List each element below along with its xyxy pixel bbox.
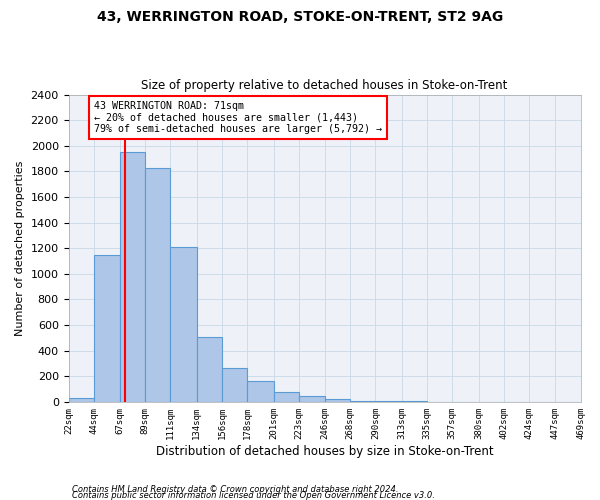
Title: Size of property relative to detached houses in Stoke-on-Trent: Size of property relative to detached ho… xyxy=(142,79,508,92)
Bar xyxy=(145,168,170,402)
Text: 43, WERRINGTON ROAD, STOKE-ON-TRENT, ST2 9AG: 43, WERRINGTON ROAD, STOKE-ON-TRENT, ST2… xyxy=(97,10,503,24)
Text: Contains public sector information licensed under the Open Government Licence v3: Contains public sector information licen… xyxy=(72,490,435,500)
Bar xyxy=(222,368,247,402)
Bar xyxy=(94,254,120,402)
Bar xyxy=(170,247,197,402)
Bar xyxy=(325,398,350,402)
Y-axis label: Number of detached properties: Number of detached properties xyxy=(15,160,25,336)
Text: 43 WERRINGTON ROAD: 71sqm
← 20% of detached houses are smaller (1,443)
79% of se: 43 WERRINGTON ROAD: 71sqm ← 20% of detac… xyxy=(94,101,382,134)
Bar xyxy=(247,382,274,402)
Bar xyxy=(299,396,325,402)
Bar xyxy=(120,152,145,402)
Bar xyxy=(350,400,376,402)
Text: Contains HM Land Registry data © Crown copyright and database right 2024.: Contains HM Land Registry data © Crown c… xyxy=(72,484,398,494)
Bar xyxy=(68,398,94,402)
Bar xyxy=(274,392,299,402)
Bar xyxy=(376,401,402,402)
X-axis label: Distribution of detached houses by size in Stoke-on-Trent: Distribution of detached houses by size … xyxy=(156,444,493,458)
Bar xyxy=(197,336,222,402)
